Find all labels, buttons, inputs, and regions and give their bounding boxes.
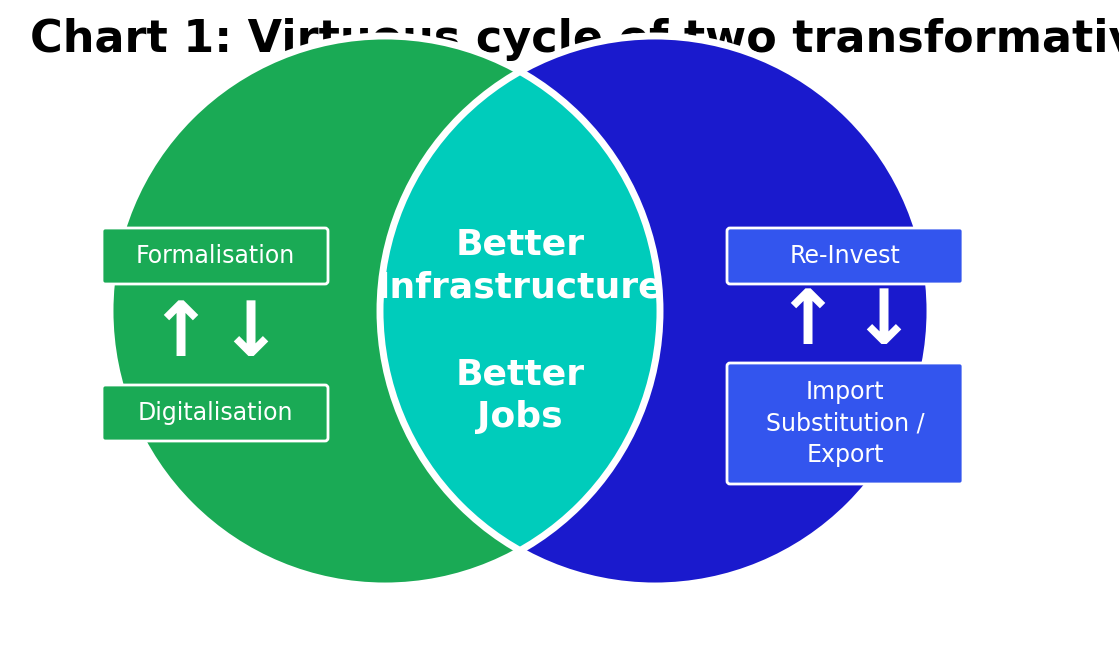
FancyBboxPatch shape <box>727 363 963 484</box>
Text: Better
Jobs: Better Jobs <box>455 358 584 434</box>
Text: Import
Substitution /
Export: Import Substitution / Export <box>765 380 924 467</box>
FancyBboxPatch shape <box>102 385 328 441</box>
Circle shape <box>380 36 930 586</box>
FancyBboxPatch shape <box>727 228 963 284</box>
Text: ↑: ↑ <box>148 298 211 372</box>
Circle shape <box>380 36 930 586</box>
Text: ↓: ↓ <box>852 286 915 360</box>
FancyBboxPatch shape <box>102 228 328 284</box>
Text: Better
Infrastructure: Better Infrastructure <box>377 228 664 304</box>
Text: ↑: ↑ <box>775 286 839 360</box>
Circle shape <box>110 36 660 586</box>
Text: Formalisation: Formalisation <box>135 244 294 268</box>
Text: ↓: ↓ <box>218 298 282 372</box>
Text: Chart 1: Virtuous cycle of two transformative medium-term: Chart 1: Virtuous cycle of two transform… <box>30 18 1119 61</box>
Text: Digitalisation: Digitalisation <box>138 401 293 425</box>
Text: Re-Invest: Re-Invest <box>790 244 901 268</box>
